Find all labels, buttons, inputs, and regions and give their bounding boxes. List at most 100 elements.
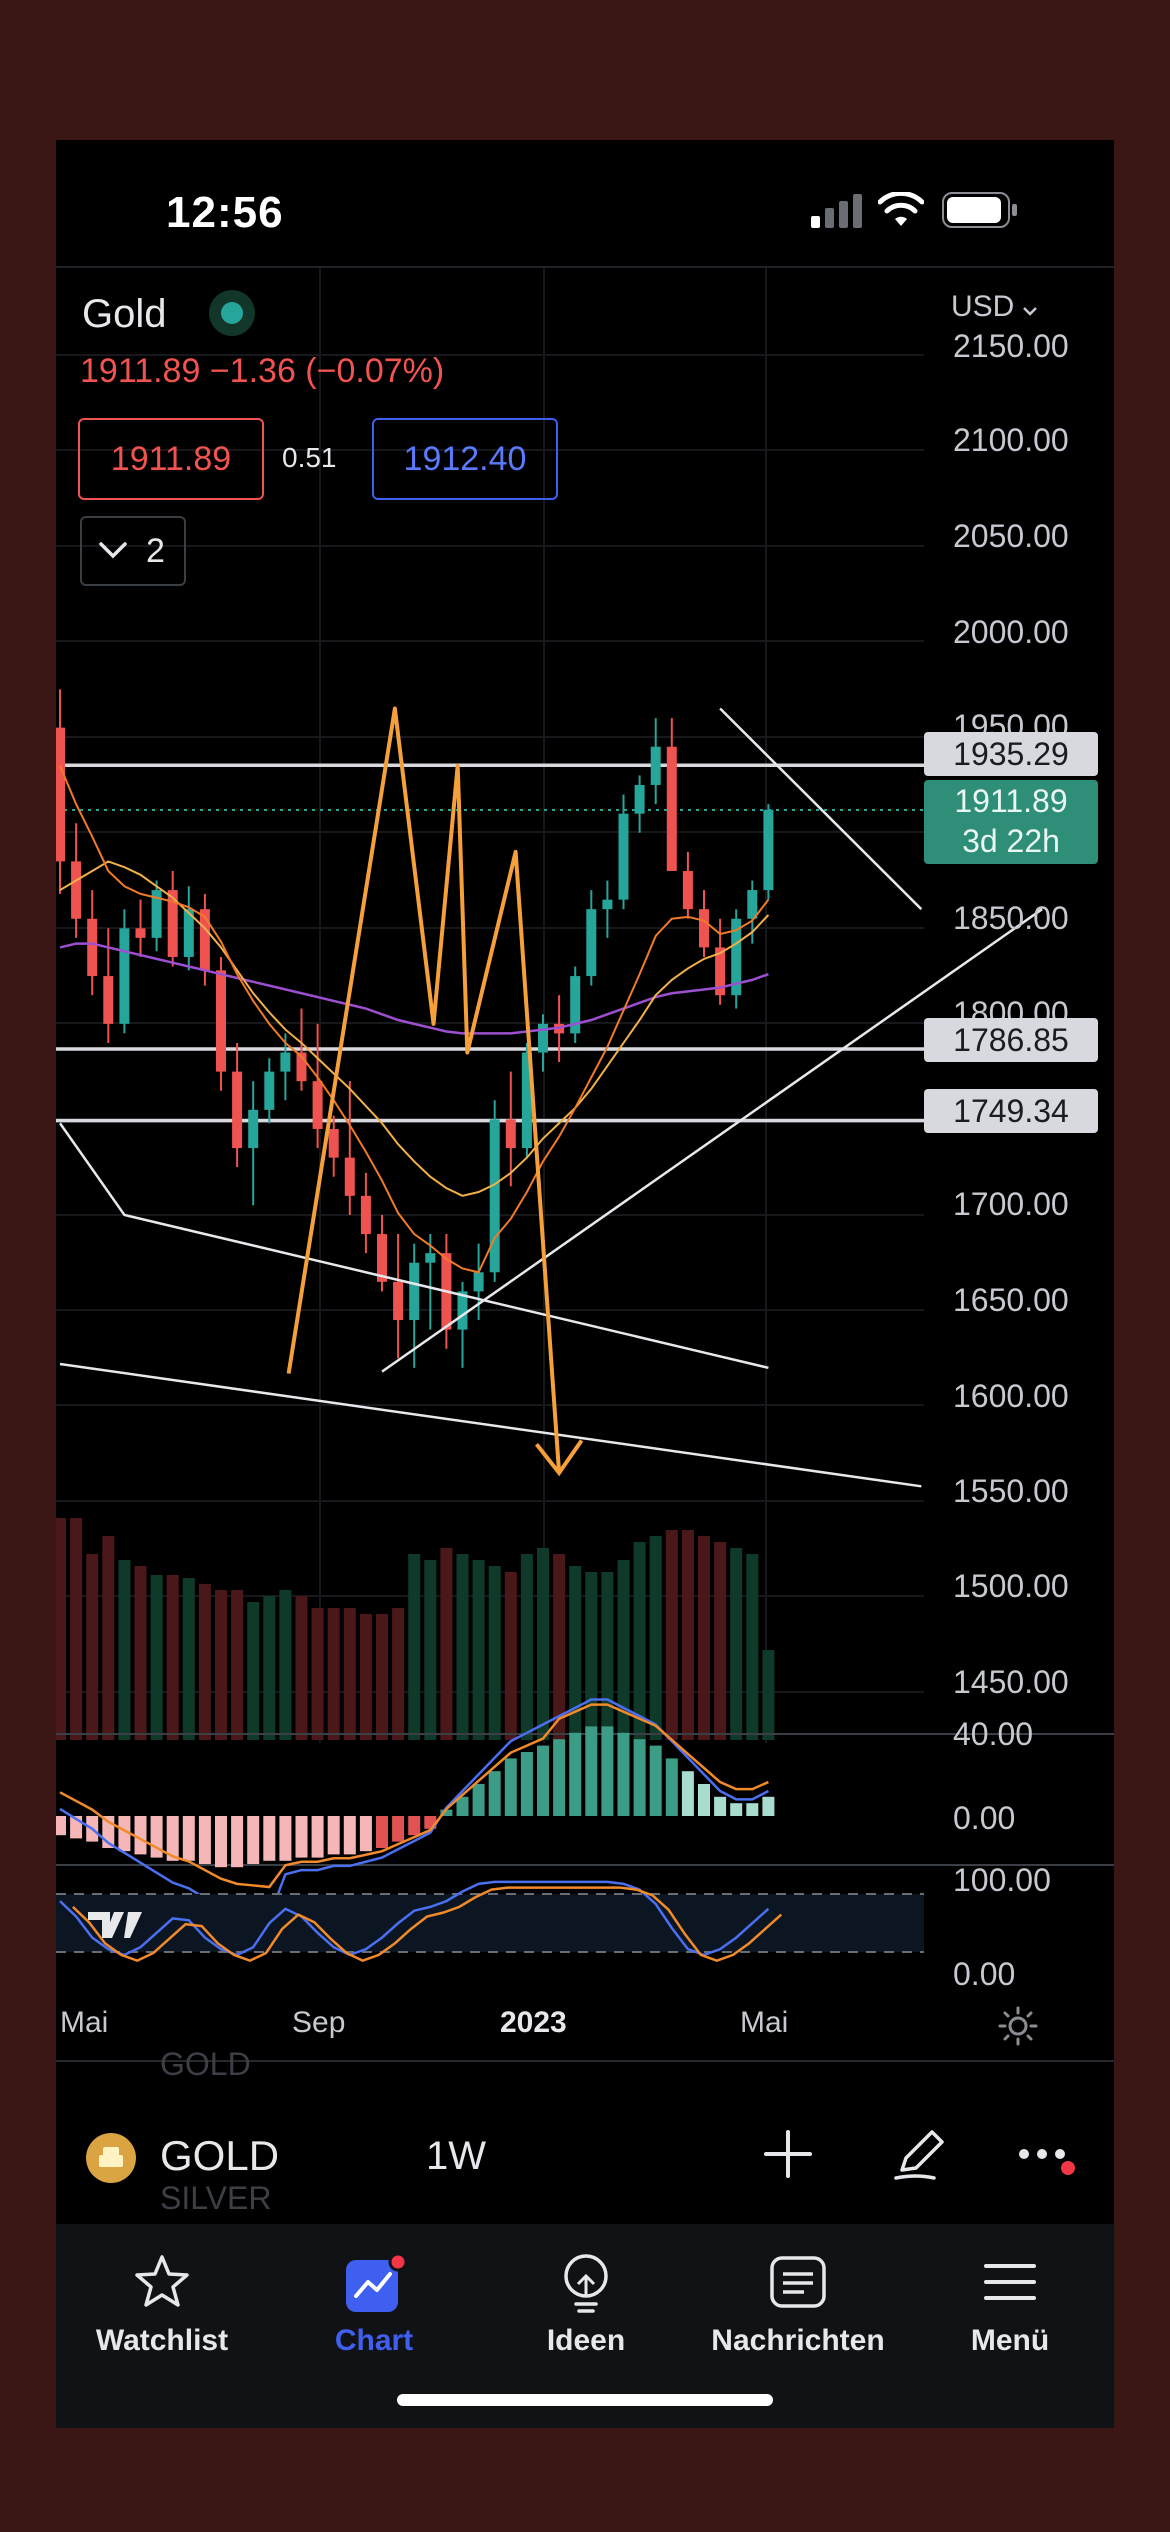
sell-button[interactable]: 1911.89 xyxy=(78,418,264,500)
add-icon[interactable] xyxy=(762,2128,814,2180)
candle-body xyxy=(167,890,178,957)
level-tag-support-1: 1786.85 xyxy=(924,1018,1098,1062)
volume-bar xyxy=(649,1536,662,1740)
candle-body xyxy=(344,1157,355,1196)
candle-body xyxy=(763,809,774,891)
candle-body xyxy=(699,909,709,948)
candle-body xyxy=(457,1291,468,1330)
stoch-k-line xyxy=(59,1880,770,1957)
gold-coin-icon xyxy=(86,2133,136,2183)
stoch-tick: 0.00 xyxy=(953,1956,1016,1992)
volume-bar xyxy=(392,1608,405,1740)
volume-bar xyxy=(456,1554,469,1740)
macd-histogram-bar xyxy=(714,1796,727,1816)
macd-histogram-bar xyxy=(118,1816,131,1852)
symbol-name[interactable]: Gold xyxy=(82,292,167,336)
volume-bar xyxy=(279,1590,292,1740)
candle-body xyxy=(650,746,661,785)
chevron-down-icon xyxy=(99,542,127,559)
level-tag-resistance: 1935.29 xyxy=(924,732,1098,776)
stoch-band xyxy=(56,1894,924,1952)
last-price-tag: 1911.89 3d 22h xyxy=(924,780,1098,864)
moving-average-orange xyxy=(59,765,770,1274)
divider xyxy=(56,2060,1114,2062)
candle-body xyxy=(682,870,693,910)
macd-histogram-bar xyxy=(537,1745,549,1816)
projection-path xyxy=(286,706,562,1474)
tab-watchlist[interactable]: Watchlist xyxy=(56,2224,268,2428)
tab-label: Nachrichten xyxy=(711,2324,885,2357)
theme-toggle-icon[interactable] xyxy=(998,2006,1038,2046)
volume-bar xyxy=(56,1518,66,1740)
macd-histogram-bar xyxy=(633,1739,646,1816)
volume-bar xyxy=(746,1554,759,1740)
candle-body xyxy=(634,784,645,814)
volume-bar xyxy=(601,1572,614,1740)
macd-histogram-bar xyxy=(553,1739,566,1816)
tab-menu[interactable]: Menü xyxy=(904,2224,1114,2428)
volume-bar xyxy=(408,1554,421,1740)
macd-tick: 40.00 xyxy=(953,1716,1034,1752)
volume-bar xyxy=(617,1560,630,1740)
macd-histogram-bar xyxy=(698,1784,710,1816)
candle-body xyxy=(312,1081,323,1129)
candle-body xyxy=(119,928,130,1024)
candle-body xyxy=(280,1052,291,1072)
volume-bar xyxy=(376,1614,388,1740)
price-change-line: 1911.89 −1.36 (−0.07%) xyxy=(80,352,445,390)
candle-body xyxy=(248,1109,259,1149)
tab-news[interactable]: Nachrichten xyxy=(692,2224,904,2428)
indicators-toggle[interactable]: 2 xyxy=(80,516,186,586)
candle-body xyxy=(409,1262,420,1321)
volume-bar xyxy=(633,1542,646,1740)
tab-chart[interactable]: Chart xyxy=(268,2224,480,2428)
drawing-tool-icon[interactable] xyxy=(890,2124,950,2184)
macd-histogram-bar xyxy=(343,1816,356,1855)
tab-label: Menü xyxy=(970,2324,1050,2357)
news-icon xyxy=(770,2256,826,2308)
home-indicator[interactable] xyxy=(397,2394,773,2406)
candle-body xyxy=(135,928,146,938)
volume-bar xyxy=(343,1608,356,1740)
tab-ideas[interactable]: Ideen xyxy=(480,2224,692,2428)
trendline-lower xyxy=(59,1362,922,1488)
candle-body xyxy=(87,918,98,977)
status-time: 12:56 xyxy=(166,188,284,237)
tab-label: Chart xyxy=(334,2324,414,2357)
price-chart[interactable] xyxy=(56,268,1114,2058)
macd-histogram-bar xyxy=(247,1816,260,1864)
chart-icon xyxy=(346,2252,408,2312)
volume-bar xyxy=(150,1575,163,1740)
price-tick: 1600.00 xyxy=(953,1378,1069,1414)
candle-body xyxy=(216,970,226,1072)
last-price-value: 1911.89 xyxy=(954,783,1068,819)
candle-body xyxy=(360,1195,371,1235)
volume-bar xyxy=(762,1650,775,1740)
candle-body xyxy=(183,909,194,957)
volume-bar xyxy=(359,1614,372,1740)
candle-body xyxy=(586,909,597,977)
macd-histogram-bar xyxy=(198,1816,211,1864)
macd-histogram-bar xyxy=(472,1784,485,1816)
volume-bar xyxy=(70,1518,83,1740)
candle-body xyxy=(505,1119,516,1149)
projection-arrowhead xyxy=(534,1439,584,1477)
macd-histogram-bar xyxy=(649,1745,662,1816)
price-tick: 1450.00 xyxy=(953,1664,1069,1700)
time-label: Mai xyxy=(740,2006,789,2039)
price-tick: 1700.00 xyxy=(953,1186,1069,1222)
volume-bar xyxy=(182,1578,195,1740)
macd-tick: 0.00 xyxy=(953,1800,1016,1836)
macd-histogram-bar xyxy=(681,1771,694,1816)
buy-button[interactable]: 1912.40 xyxy=(372,418,558,500)
moving-average-purple xyxy=(59,942,769,1035)
macd-histogram-bar xyxy=(263,1816,276,1861)
price-tick: 2000.00 xyxy=(953,614,1069,650)
more-icon[interactable] xyxy=(1016,2140,1076,2180)
symbol-selector[interactable]: GOLD xyxy=(160,2132,280,2179)
macd-histogram-bar xyxy=(456,1796,469,1816)
interval-selector[interactable]: 1W xyxy=(426,2134,486,2178)
tab-label: Watchlist xyxy=(95,2324,229,2357)
currency-selector[interactable]: USD xyxy=(951,290,1037,324)
macd-histogram-bar xyxy=(166,1816,179,1861)
